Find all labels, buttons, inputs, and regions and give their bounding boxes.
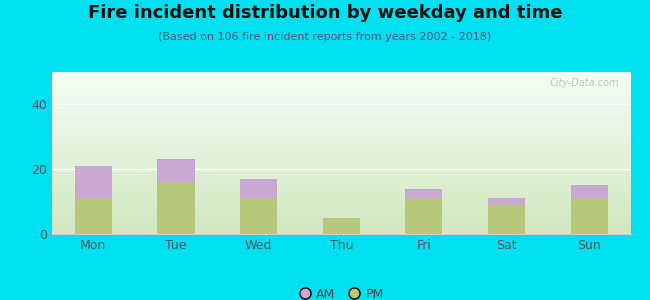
- Bar: [488, 198, 525, 205]
- Bar: [322, 218, 360, 234]
- Bar: [157, 182, 194, 234]
- Bar: [75, 166, 112, 198]
- Bar: [240, 179, 277, 198]
- Bar: [75, 198, 112, 234]
- Text: Fire incident distribution by weekday and time: Fire incident distribution by weekday an…: [88, 4, 562, 22]
- Bar: [406, 189, 443, 198]
- Legend: AM, PM: AM, PM: [294, 283, 389, 300]
- Bar: [240, 198, 277, 234]
- Bar: [406, 198, 443, 234]
- Text: City-Data.com: City-Data.com: [549, 79, 619, 88]
- Text: (Based on 106 fire incident reports from years 2002 - 2018): (Based on 106 fire incident reports from…: [159, 32, 491, 41]
- Bar: [571, 185, 608, 198]
- Bar: [488, 205, 525, 234]
- Bar: [157, 160, 194, 182]
- Bar: [571, 198, 608, 234]
